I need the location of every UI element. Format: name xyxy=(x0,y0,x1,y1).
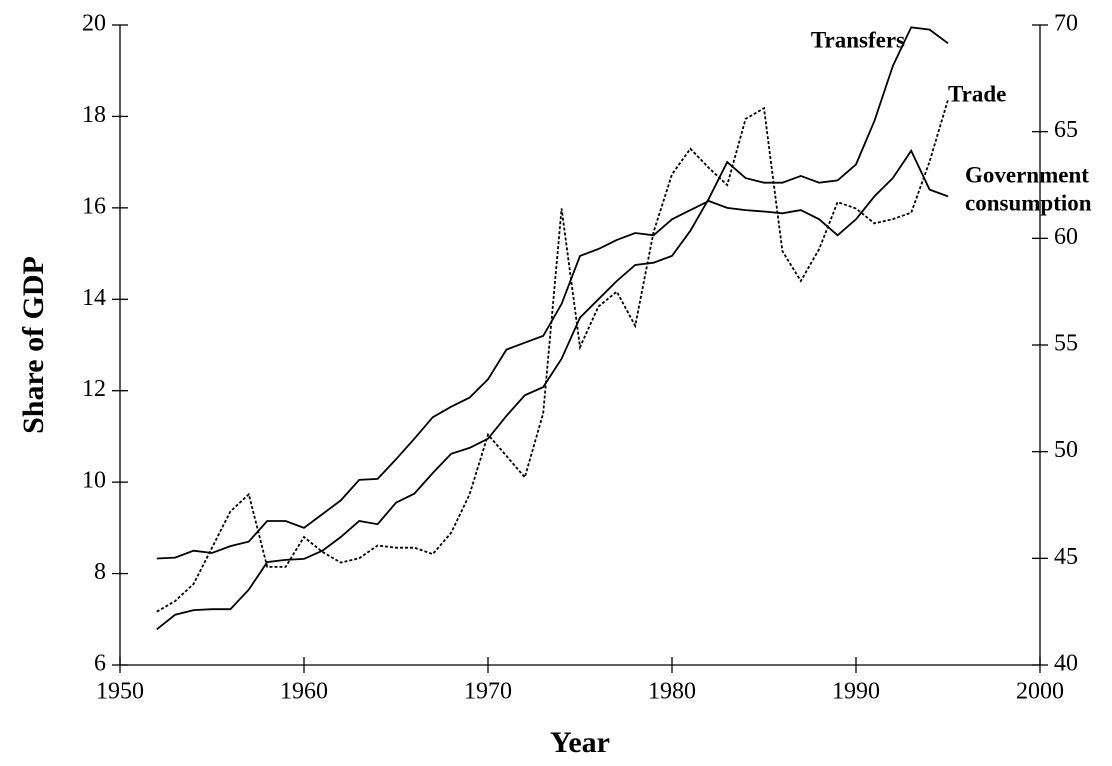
y-tick-label: 8 xyxy=(94,559,106,585)
y-tick-label: 6 xyxy=(94,651,106,677)
series-line xyxy=(156,148,949,560)
x-tick-label: 1980 xyxy=(648,679,696,705)
x-tick-label: 1960 xyxy=(280,679,328,705)
series-label: consumption xyxy=(965,190,1092,215)
y-tick-label: 18 xyxy=(82,102,106,128)
x-tick-label: 2000 xyxy=(1016,679,1064,705)
x-tick-label: 1990 xyxy=(832,679,880,705)
series-label: Government xyxy=(965,162,1089,187)
x-tick-label: 1950 xyxy=(96,679,144,705)
y-tick-label: 20 xyxy=(82,11,106,37)
y-tick-label: 10 xyxy=(82,468,106,494)
y2-tick-label: 40 xyxy=(1054,651,1078,677)
series-line xyxy=(156,26,949,631)
series-label: Trade xyxy=(948,81,1006,106)
y2-tick-label: 65 xyxy=(1054,117,1078,143)
y-tick-label: 14 xyxy=(82,285,106,311)
y2-tick-label: 60 xyxy=(1054,224,1078,250)
x-axis-label: Year xyxy=(550,726,610,759)
y2-tick-label: 50 xyxy=(1054,437,1078,463)
series-line xyxy=(156,99,949,613)
y-axis-label: Share of GDP xyxy=(17,256,50,434)
y2-tick-label: 55 xyxy=(1054,331,1078,357)
y-tick-label: 16 xyxy=(82,193,106,219)
y2-tick-label: 45 xyxy=(1054,544,1078,570)
y2-tick-label: 70 xyxy=(1054,11,1078,37)
x-tick-label: 1970 xyxy=(464,679,512,705)
y-tick-label: 12 xyxy=(82,376,106,402)
series-label: Transfers xyxy=(811,27,905,52)
